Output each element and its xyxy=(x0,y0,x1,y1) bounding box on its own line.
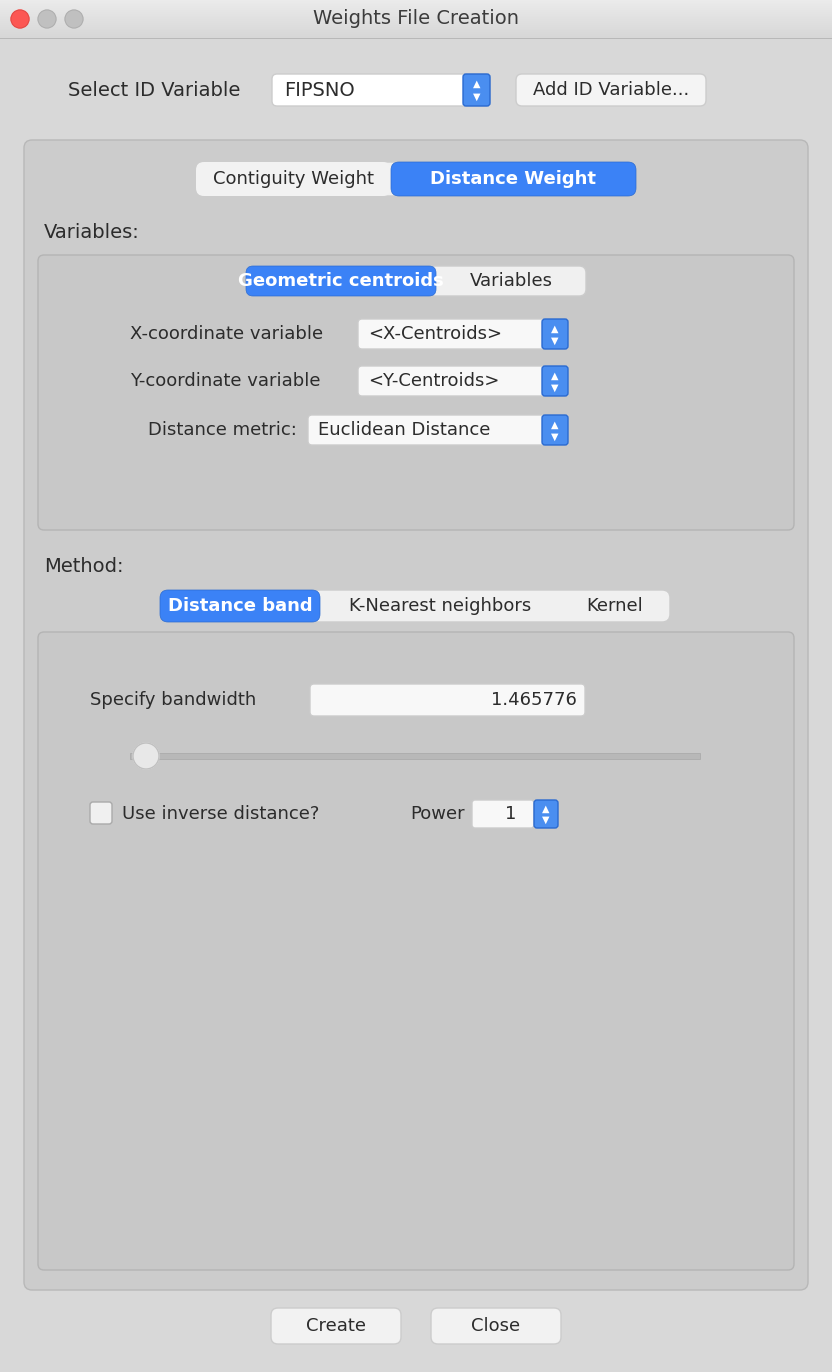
FancyBboxPatch shape xyxy=(358,320,568,348)
FancyBboxPatch shape xyxy=(246,266,586,296)
Text: Euclidean Distance: Euclidean Distance xyxy=(318,421,490,439)
Text: ▲: ▲ xyxy=(552,420,559,429)
FancyBboxPatch shape xyxy=(534,800,558,827)
Text: X-coordinate variable: X-coordinate variable xyxy=(130,325,323,343)
Text: ▲: ▲ xyxy=(552,324,559,333)
Text: Method:: Method: xyxy=(44,557,123,575)
Text: ▼: ▼ xyxy=(473,92,480,102)
FancyBboxPatch shape xyxy=(542,320,568,348)
Text: <Y-Centroids>: <Y-Centroids> xyxy=(368,372,499,390)
Text: ▼: ▼ xyxy=(552,432,559,442)
Text: ▼: ▼ xyxy=(552,336,559,346)
Text: Distance metric:: Distance metric: xyxy=(148,421,297,439)
Text: FIPSNO: FIPSNO xyxy=(284,81,354,100)
Circle shape xyxy=(133,744,159,768)
Text: Variables: Variables xyxy=(469,272,552,289)
Text: Distance band: Distance band xyxy=(168,597,312,615)
Text: Kernel: Kernel xyxy=(587,597,643,615)
FancyBboxPatch shape xyxy=(310,685,585,716)
Text: Close: Close xyxy=(472,1317,521,1335)
FancyBboxPatch shape xyxy=(542,366,568,397)
Text: Weights File Creation: Weights File Creation xyxy=(313,10,519,29)
Text: Power: Power xyxy=(410,805,464,823)
FancyBboxPatch shape xyxy=(271,1308,401,1345)
FancyBboxPatch shape xyxy=(431,1308,561,1345)
FancyBboxPatch shape xyxy=(472,800,534,827)
Text: Distance Weight: Distance Weight xyxy=(430,170,597,188)
Text: Create: Create xyxy=(306,1317,366,1335)
Text: ▲: ▲ xyxy=(542,804,550,814)
Circle shape xyxy=(65,10,83,27)
FancyBboxPatch shape xyxy=(516,74,706,106)
Text: ▲: ▲ xyxy=(552,370,559,380)
Text: 1: 1 xyxy=(505,805,516,823)
FancyBboxPatch shape xyxy=(246,266,436,296)
FancyBboxPatch shape xyxy=(463,74,490,106)
Text: K-Nearest neighbors: K-Nearest neighbors xyxy=(349,597,531,615)
Text: Select ID Variable: Select ID Variable xyxy=(68,81,240,100)
Circle shape xyxy=(38,10,56,27)
Text: ▼: ▼ xyxy=(542,815,550,825)
Text: Y-coordinate variable: Y-coordinate variable xyxy=(130,372,320,390)
Text: Use inverse distance?: Use inverse distance? xyxy=(122,805,319,823)
Text: Specify bandwidth: Specify bandwidth xyxy=(90,691,256,709)
FancyBboxPatch shape xyxy=(391,162,636,196)
FancyBboxPatch shape xyxy=(90,803,112,825)
Text: Contiguity Weight: Contiguity Weight xyxy=(213,170,374,188)
Text: Variables:: Variables: xyxy=(44,222,140,241)
FancyBboxPatch shape xyxy=(358,366,568,397)
FancyBboxPatch shape xyxy=(24,140,808,1290)
FancyBboxPatch shape xyxy=(38,632,794,1270)
FancyBboxPatch shape xyxy=(196,162,391,196)
Bar xyxy=(130,753,700,759)
Text: ▲: ▲ xyxy=(473,80,480,89)
Text: 1.465776: 1.465776 xyxy=(491,691,577,709)
Text: <X-Centroids>: <X-Centroids> xyxy=(368,325,502,343)
FancyBboxPatch shape xyxy=(308,414,568,445)
Circle shape xyxy=(11,10,29,27)
FancyBboxPatch shape xyxy=(160,590,320,622)
FancyBboxPatch shape xyxy=(542,414,568,445)
Text: ▼: ▼ xyxy=(552,383,559,392)
FancyBboxPatch shape xyxy=(160,590,670,622)
FancyBboxPatch shape xyxy=(196,162,636,196)
Text: Add ID Variable...: Add ID Variable... xyxy=(532,81,689,99)
FancyBboxPatch shape xyxy=(38,255,794,530)
Text: Geometric centroids: Geometric centroids xyxy=(238,272,444,289)
FancyBboxPatch shape xyxy=(272,74,490,106)
